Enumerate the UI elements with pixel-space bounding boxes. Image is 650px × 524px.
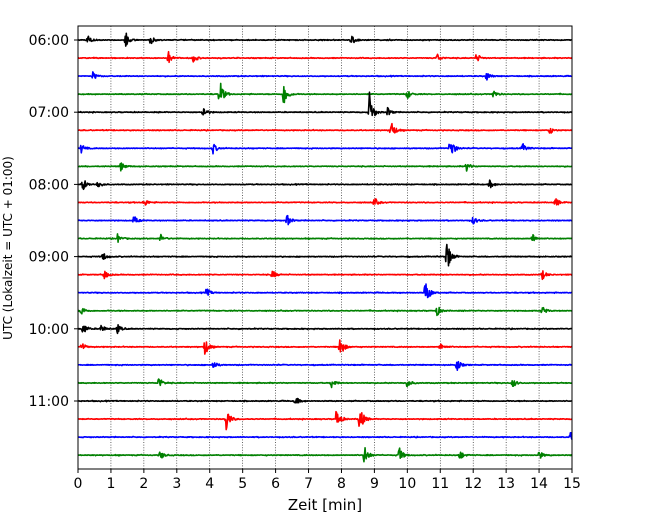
seismogram-trace-0700	[77, 91, 573, 117]
y-axis-label: UTC (Lokalzeit = UTC + 01:00)	[1, 156, 15, 340]
y-tick-label-1100: 11:00	[29, 394, 69, 410]
seismogram-trace-1115	[77, 410, 573, 431]
x-tick-label-2: 2	[139, 476, 148, 492]
seismogram-trace-0815	[77, 198, 573, 206]
x-axis-ticks: 0 1 2 3 4 5 6 7 8 9 10 11 12 13 14 15	[74, 469, 581, 492]
x-tick-label-4: 4	[205, 476, 214, 492]
y-tick-label-0700: 07:00	[29, 105, 69, 121]
x-tick-label-6: 6	[271, 476, 280, 492]
seismogram-trace-0645	[77, 82, 573, 104]
plot-frame	[77, 25, 573, 470]
seismogram-trace-0915	[77, 270, 573, 281]
seismogram-trace-0630	[77, 71, 573, 81]
x-axis-label: Zeit [min]	[288, 496, 362, 514]
seismogram-trace-0945	[77, 306, 573, 317]
seismogram-trace-0845	[77, 233, 573, 243]
seismogram-trace-1030	[77, 360, 573, 372]
y-tick-label-0800: 08:00	[29, 177, 69, 193]
grid-lines	[110, 26, 540, 469]
seismogram-trace-0600	[77, 32, 573, 47]
y-axis-ticks: 06:00 07:00 08:00 09:00 10:00 11:00	[29, 33, 78, 410]
seismogram-trace-0830	[77, 214, 573, 226]
x-tick-label-1: 1	[106, 476, 115, 492]
x-tick-label-12: 12	[464, 476, 482, 492]
x-tick-label-13: 13	[497, 476, 515, 492]
x-tick-label-7: 7	[304, 476, 313, 492]
seismogram-trace-1100	[77, 397, 573, 404]
y-tick-label-0900: 09:00	[29, 250, 69, 266]
x-tick-label-3: 3	[172, 476, 181, 492]
seismogram-trace-0800	[77, 179, 573, 191]
seismogram-trace-0715	[77, 122, 573, 134]
seismogram-trace-1145	[77, 446, 573, 463]
y-tick-label-1000: 10:00	[29, 322, 69, 338]
seismogram-trace-1000	[77, 323, 573, 335]
x-tick-label-10: 10	[398, 476, 416, 492]
seismogram-trace-0745	[77, 162, 573, 172]
x-tick-label-15: 15	[563, 476, 581, 492]
x-tick-label-0: 0	[74, 476, 83, 492]
x-tick-label-11: 11	[431, 476, 449, 492]
seismogram-trace-0930	[77, 283, 573, 299]
x-tick-label-5: 5	[238, 476, 247, 492]
seismogram-trace-1015	[77, 339, 573, 355]
seismogram-trace-1045	[77, 378, 573, 389]
x-tick-label-8: 8	[337, 476, 346, 492]
seismogram-trace-0615	[77, 50, 573, 64]
seismogram-trace-0900	[77, 243, 573, 267]
trace-lines	[77, 32, 573, 463]
seismogram-trace-1130	[77, 432, 573, 440]
seismogram-trace-0730	[77, 143, 573, 155]
x-tick-label-14: 14	[530, 476, 548, 492]
x-tick-label-9: 9	[370, 476, 379, 492]
y-tick-label-0600: 06:00	[29, 33, 69, 49]
